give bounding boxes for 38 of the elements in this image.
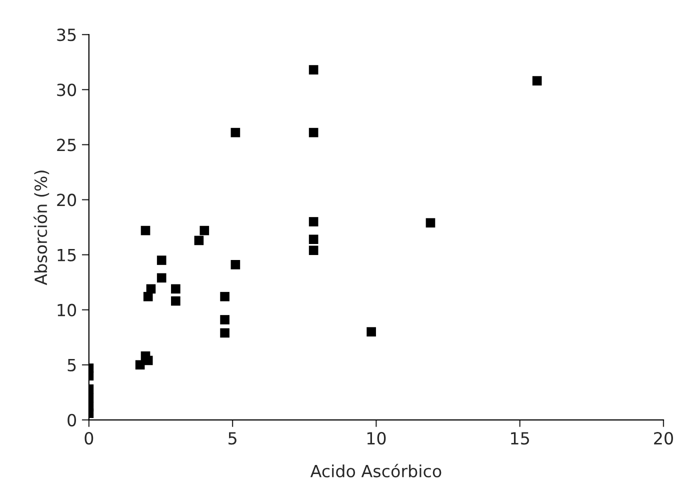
- y-tick-label: 15: [58, 248, 76, 262]
- point: [194, 236, 204, 246]
- y-tick-label: 30: [57, 84, 76, 96]
- point: [171, 296, 180, 306]
- y-tick-label: 35: [57, 28, 76, 42]
- point: [308, 217, 318, 226]
- y-tick-label: 5: [68, 359, 76, 372]
- point: [230, 128, 240, 138]
- point: [532, 76, 542, 86]
- y-tick-label: 20: [57, 194, 76, 206]
- point: [143, 292, 153, 302]
- point: [308, 234, 318, 244]
- point: [230, 260, 240, 270]
- point: [220, 292, 230, 302]
- point: [156, 273, 166, 283]
- point: [308, 65, 318, 74]
- point: [171, 284, 180, 294]
- x-tick-label: 15: [511, 432, 529, 445]
- point: [156, 256, 166, 265]
- y-tick-label: 0: [68, 414, 76, 426]
- x-axis-title: Acido Ascórbico: [310, 464, 442, 478]
- point: [308, 128, 318, 138]
- y-axis-title: Absorción (%): [34, 170, 50, 286]
- point: [220, 315, 230, 324]
- point: [140, 226, 150, 236]
- point: [220, 328, 230, 338]
- y-tick-label: 10: [58, 304, 76, 316]
- point: [143, 356, 153, 366]
- y-tick-label: 25: [57, 138, 76, 152]
- point: [135, 360, 145, 370]
- x-tick-label: 10: [367, 432, 386, 445]
- x-tick-label: 20: [654, 432, 673, 445]
- x-tick-label: 5: [228, 432, 236, 445]
- point: [200, 226, 210, 236]
- x-tick-label: 0: [84, 432, 94, 445]
- point: [426, 218, 436, 228]
- point: [308, 246, 318, 256]
- point: [366, 327, 376, 336]
